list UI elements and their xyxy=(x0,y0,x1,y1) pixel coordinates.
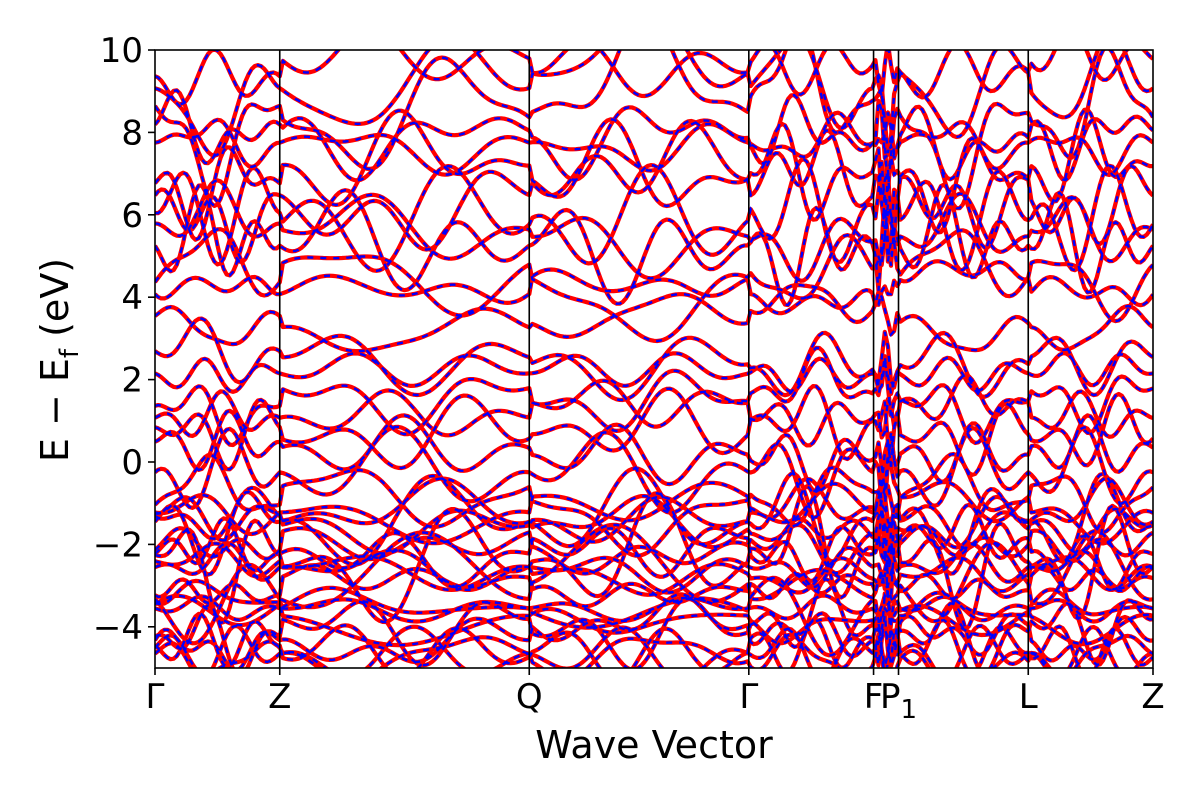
x-tick-label: Γ xyxy=(739,677,758,717)
band-line-blue-dashed xyxy=(155,503,1153,591)
band-line-blue-dashed xyxy=(155,111,1153,177)
band-line-red xyxy=(155,351,1153,396)
x-tick-label: L xyxy=(1019,677,1038,717)
band-line-red xyxy=(155,88,1153,183)
band-line-blue-dashed xyxy=(155,425,1153,519)
x-tick-label: F xyxy=(864,677,884,717)
band-line-blue-dashed xyxy=(155,50,1153,157)
y-axis-title: E − Ef (eV) xyxy=(33,258,85,462)
band-line-blue-dashed xyxy=(155,504,1153,575)
y-tick-label: 0 xyxy=(121,443,143,483)
band-line-blue-dashed xyxy=(155,283,1153,353)
band-line-red xyxy=(155,118,1153,265)
band-line-blue-dashed xyxy=(155,467,1153,576)
y-tick-label: 4 xyxy=(121,278,143,318)
band-line-blue-dashed xyxy=(155,179,1153,283)
x-tick-label-subscript: 1 xyxy=(900,695,917,725)
band-line-blue-dashed xyxy=(155,633,1153,668)
band-line-blue-dashed xyxy=(155,209,1153,343)
y-tick-label: 8 xyxy=(121,113,143,153)
y-axis: −4 −2 0 2 4 6 8 10 xyxy=(93,31,155,648)
band-line-blue-dashed xyxy=(155,568,1153,647)
bands-layer xyxy=(155,50,1153,668)
y-axis-title-unit: (eV) xyxy=(33,258,77,349)
band-line-red xyxy=(155,50,1153,211)
band-line-blue-dashed xyxy=(155,542,1153,597)
band-line-blue-dashed xyxy=(155,477,1153,575)
band-line-blue-dashed xyxy=(155,384,1153,477)
y-tick-label: −4 xyxy=(93,608,143,648)
x-axis-title: Wave Vector xyxy=(535,723,773,767)
y-tick-label: 10 xyxy=(100,31,143,71)
band-line-blue-dashed xyxy=(155,480,1153,545)
band-line-blue-dashed xyxy=(155,577,1153,668)
y-tick-label: −2 xyxy=(93,525,143,565)
band-line-blue-dashed xyxy=(155,484,1153,631)
band-line-red xyxy=(155,259,1153,316)
y-tick-label: 6 xyxy=(121,196,143,236)
band-line-blue-dashed xyxy=(155,157,1153,273)
band-line-blue-dashed xyxy=(155,523,1153,667)
y-axis-title-main: E − E xyxy=(33,358,77,462)
band-line-red xyxy=(155,50,1153,107)
band-line-blue-dashed xyxy=(155,579,1153,645)
band-line-blue-dashed xyxy=(155,624,1153,668)
x-tick-label: Z xyxy=(1141,677,1164,717)
x-axis: Γ Z Q Γ FP1 L Z xyxy=(146,668,1165,725)
plot-frame xyxy=(154,49,1154,669)
band-line-blue-dashed xyxy=(155,477,1153,555)
x-tick-label: Γ xyxy=(146,677,165,717)
band-line-blue-dashed xyxy=(155,119,1153,264)
x-tick-label: Z xyxy=(268,677,291,717)
band-line-blue-dashed xyxy=(155,346,1153,447)
band-line-blue-dashed xyxy=(155,440,1153,557)
band-line-blue-dashed xyxy=(155,317,1153,402)
band-line-red xyxy=(155,373,1153,448)
x-tick-label: P1 xyxy=(880,677,917,725)
band-line-blue-dashed xyxy=(155,593,1153,668)
band-line-blue-dashed xyxy=(155,183,1153,307)
x-tick-label: Q xyxy=(516,677,543,717)
y-tick-label: 2 xyxy=(121,361,143,401)
band-line-blue-dashed xyxy=(155,50,1153,106)
band-line-blue-dashed xyxy=(155,592,1153,623)
y-axis-title-subscript: f xyxy=(55,348,85,358)
band-line-blue-dashed xyxy=(155,259,1153,315)
band-line-red xyxy=(155,384,1153,477)
high-symmetry-lines xyxy=(278,50,1030,668)
